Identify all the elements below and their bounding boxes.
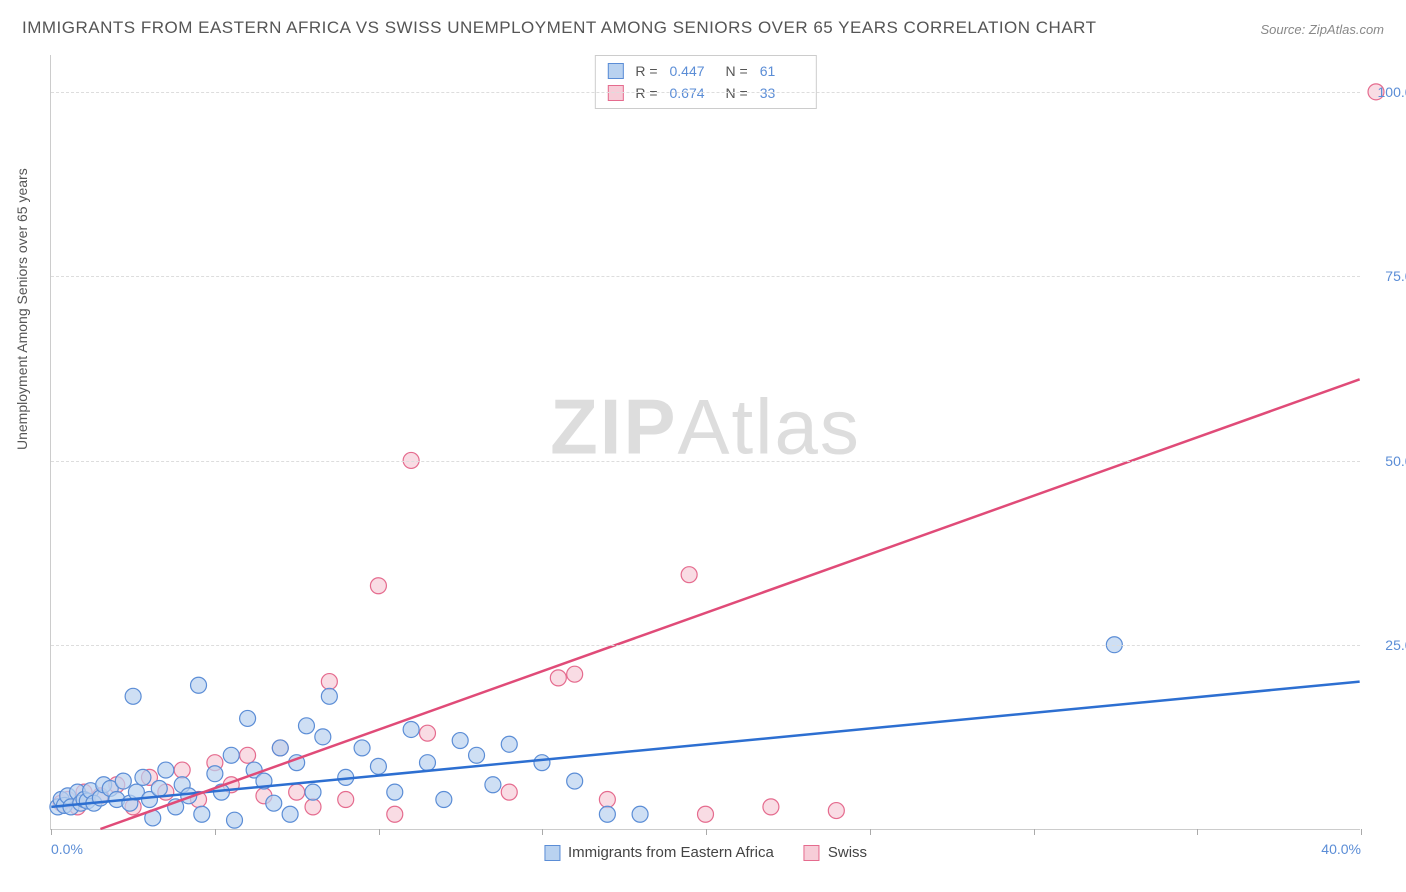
legend-series-label-1: Swiss	[828, 844, 867, 861]
legend-series-swatch-1	[804, 845, 820, 861]
tick-x	[215, 829, 216, 835]
scatter-point	[698, 806, 714, 822]
tick-x	[1197, 829, 1198, 835]
scatter-point	[370, 578, 386, 594]
legend-series-item-0: Immigrants from Eastern Africa	[544, 844, 774, 861]
scatter-point	[240, 710, 256, 726]
scatter-point	[763, 799, 779, 815]
scatter-point	[403, 721, 419, 737]
scatter-point	[158, 762, 174, 778]
scatter-point	[207, 766, 223, 782]
scatter-point	[305, 799, 321, 815]
tick-x	[1034, 829, 1035, 835]
scatter-point	[354, 740, 370, 756]
scatter-point	[321, 688, 337, 704]
scatter-point	[828, 803, 844, 819]
scatter-point	[125, 688, 141, 704]
tick-x	[706, 829, 707, 835]
scatter-point	[632, 806, 648, 822]
scatter-point	[338, 792, 354, 808]
scatter-point	[419, 725, 435, 741]
tick-x	[542, 829, 543, 835]
source-label: Source: ZipAtlas.com	[1260, 22, 1384, 37]
gridline-h	[51, 461, 1360, 462]
scatter-point	[305, 784, 321, 800]
scatter-point	[501, 736, 517, 752]
scatter-point	[272, 740, 288, 756]
gridline-h	[51, 276, 1360, 277]
tick-x	[1361, 829, 1362, 835]
tick-x	[870, 829, 871, 835]
scatter-point	[436, 792, 452, 808]
legend-series-item-1: Swiss	[804, 844, 867, 861]
legend-series-swatch-0	[544, 845, 560, 861]
scatter-point	[567, 666, 583, 682]
scatter-point	[321, 674, 337, 690]
y-tick-label: 75.0%	[1385, 268, 1406, 284]
scatter-point	[315, 729, 331, 745]
scatter-point	[534, 755, 550, 771]
scatter-point	[115, 773, 131, 789]
scatter-point	[370, 758, 386, 774]
y-tick-label: 50.0%	[1385, 453, 1406, 469]
scatter-point	[501, 784, 517, 800]
scatter-point	[599, 806, 615, 822]
scatter-point	[240, 747, 256, 763]
scatter-point	[387, 784, 403, 800]
scatter-point	[567, 773, 583, 789]
scatter-point	[387, 806, 403, 822]
gridline-h	[51, 645, 1360, 646]
scatter-point	[227, 812, 243, 828]
scatter-point	[223, 747, 239, 763]
chart-area: ZIPAtlas R = 0.447 N = 61 R = 0.674 N = …	[50, 55, 1360, 830]
scatter-point	[298, 718, 314, 734]
scatter-point	[282, 806, 298, 822]
scatter-point	[194, 806, 210, 822]
scatter-point	[266, 795, 282, 811]
chart-title: IMMIGRANTS FROM EASTERN AFRICA VS SWISS …	[22, 18, 1097, 38]
y-tick-label: 25.0%	[1385, 637, 1406, 653]
legend-series: Immigrants from Eastern Africa Swiss	[544, 844, 867, 861]
x-tick-label: 40.0%	[1321, 841, 1361, 857]
trend-line	[100, 379, 1359, 829]
scatter-point	[550, 670, 566, 686]
scatter-point	[485, 777, 501, 793]
scatter-point	[419, 755, 435, 771]
legend-series-label-0: Immigrants from Eastern Africa	[568, 844, 774, 861]
scatter-plot	[51, 55, 1360, 829]
scatter-point	[289, 784, 305, 800]
tick-x	[51, 829, 52, 835]
y-axis-label: Unemployment Among Seniors over 65 years	[14, 168, 30, 450]
y-tick-label: 100.0%	[1378, 84, 1406, 100]
scatter-point	[151, 780, 167, 796]
scatter-point	[452, 733, 468, 749]
scatter-point	[135, 769, 151, 785]
trend-line	[51, 682, 1359, 807]
scatter-point	[174, 762, 190, 778]
tick-x	[379, 829, 380, 835]
scatter-point	[191, 677, 207, 693]
scatter-point	[681, 567, 697, 583]
scatter-point	[469, 747, 485, 763]
gridline-h	[51, 92, 1360, 93]
x-tick-label: 0.0%	[51, 841, 83, 857]
scatter-point	[599, 792, 615, 808]
